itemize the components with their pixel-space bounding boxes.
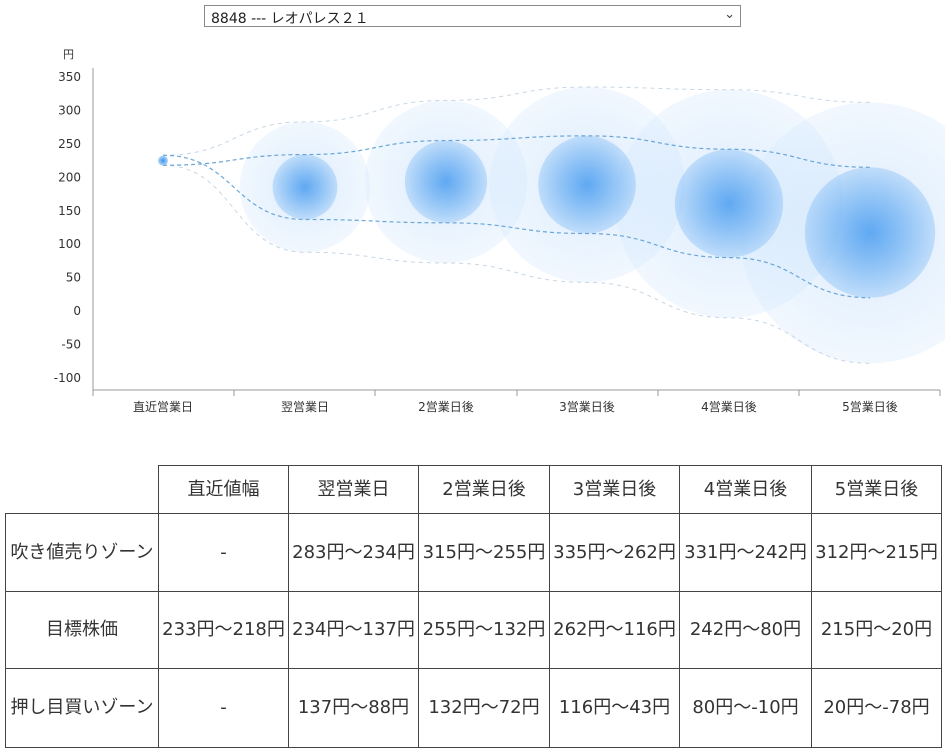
table-cell: 116円～43円: [549, 668, 680, 748]
x-tick-label: 翌営業日: [281, 400, 329, 414]
table-row-sell-zone: 吹き値売りゾーン - 283円～234円 315円～255円 335円～262円…: [5, 513, 942, 592]
table-header-recent: 直近値幅: [158, 465, 289, 514]
table-header-day4: 4営業日後: [679, 465, 812, 514]
table-cell: 233円～218円: [158, 591, 289, 669]
x-tick-label: 直近営業日: [133, 400, 193, 414]
table-cell: 262円～116円: [549, 591, 680, 669]
target-bubble: [804, 167, 936, 298]
stock-select[interactable]: 8848 --- レオパレス２１ ⌄: [204, 5, 741, 27]
table-header-row: 直近値幅 翌営業日 2営業日後 3営業日後 4営業日後 5営業日後: [5, 465, 942, 514]
target-bubble: [404, 140, 488, 223]
row-label-buy-zone: 押し目買いゾーン: [5, 668, 159, 748]
table-header-day2: 2営業日後: [418, 465, 550, 514]
y-tick-label: 100: [58, 237, 81, 251]
y-tick-label: 150: [58, 204, 81, 218]
y-tick-label: 0: [73, 304, 81, 318]
table-header-day1: 翌営業日: [288, 465, 419, 514]
target-bubble: [674, 149, 784, 258]
x-tick-label: 3営業日後: [559, 400, 615, 414]
table-cell: 234円～137円: [288, 591, 419, 669]
y-tick-label: -100: [54, 371, 81, 385]
table-cell: 283円～234円: [288, 513, 419, 592]
table-cell: 132円～72円: [418, 668, 550, 748]
table-cell: -: [158, 668, 289, 748]
y-tick-label: -50: [61, 338, 81, 352]
target-bubble: [538, 135, 636, 234]
table-cell: 80円～-10円: [679, 668, 812, 748]
table-cell: 242円～80円: [679, 591, 812, 669]
upper-target-line: [162, 135, 871, 168]
table-cell: 312円～215円: [811, 513, 942, 592]
x-tick-label: 4営業日後: [701, 400, 757, 414]
y-axis-unit: 円: [63, 48, 74, 61]
band-lines-layer: [162, 86, 871, 364]
target-bubble: [272, 154, 338, 220]
forecast-table: 直近値幅 翌営業日 2営業日後 3営業日後 4営業日後 5営業日後 吹き値売りゾ…: [5, 465, 942, 748]
table-cell: 20円～-78円: [811, 668, 942, 748]
y-tick-label: 250: [58, 137, 81, 151]
x-tick-label: 5営業日後: [842, 400, 898, 414]
table-cell: 335円～262円: [549, 513, 680, 592]
table-cell: 331円～242円: [679, 513, 812, 592]
x-tick-label: 2営業日後: [418, 400, 474, 414]
axes-layer: 円 350 300 250 200 150 100 50 0 -50 -100 直近営業日 翌営業日 2営…: [54, 48, 941, 414]
start-point: [158, 155, 168, 166]
table-row-buy-zone: 押し目買いゾーン - 137円～88円 132円～72円 116円～43円 80…: [5, 668, 942, 748]
table-cell: 137円～88円: [288, 668, 419, 748]
bubbles-layer: [158, 87, 945, 364]
forecast-chart: 円 350 300 250 200 150 100 50 0 -50 -100 直近営業日 翌営業日 2営…: [54, 48, 945, 414]
table-header-day5: 5営業日後: [811, 465, 942, 514]
table-header-empty: [5, 465, 159, 514]
y-tick-label: 200: [58, 170, 81, 184]
lower-target-line: [162, 154, 871, 299]
table-row-target-price: 目標株価 233円～218円 234円～137円 255円～132円 262円～…: [5, 591, 942, 669]
chevron-down-icon: ⌄: [724, 7, 735, 22]
table-header-day3: 3営業日後: [549, 465, 680, 514]
y-tick-label: 300: [58, 103, 81, 117]
table-cell: -: [158, 513, 289, 592]
upper-outer-line: [162, 86, 871, 156]
table-cell: 315円～255円: [418, 513, 550, 592]
row-label-sell-zone: 吹き値売りゾーン: [5, 513, 159, 592]
y-tick-label: 350: [58, 70, 81, 84]
table-cell: 255円～132円: [418, 591, 550, 669]
y-tick-label: 50: [66, 271, 81, 285]
stock-select-value: 8848 --- レオパレス２１: [211, 11, 369, 27]
table-cell: 215円～20円: [811, 591, 942, 669]
lower-outer-line: [162, 164, 871, 364]
row-label-target-price: 目標株価: [5, 591, 159, 669]
